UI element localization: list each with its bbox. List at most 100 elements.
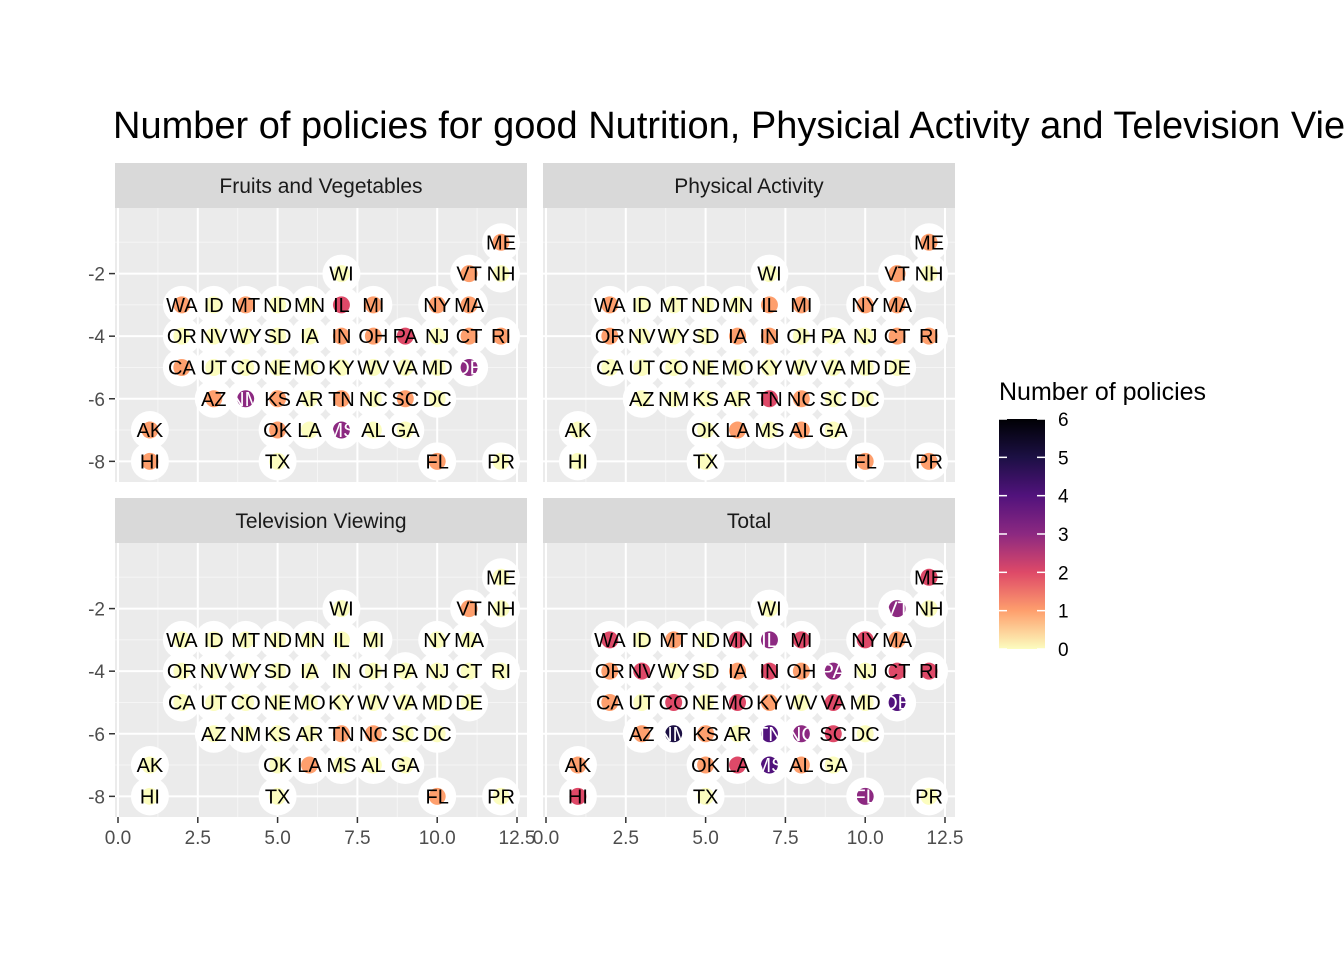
legend-tick-label: 5 <box>1058 448 1069 469</box>
state-label: OR <box>595 661 625 683</box>
state-point <box>665 327 683 345</box>
state-point <box>460 327 478 345</box>
x-tick-label: 7.5 <box>772 828 798 849</box>
state-label: KS <box>692 389 719 411</box>
state-point <box>492 233 510 251</box>
state-label: MN <box>294 295 325 317</box>
state-label: PA <box>821 326 847 348</box>
state-point <box>888 693 906 711</box>
state-point <box>332 631 350 649</box>
state-point <box>792 631 810 649</box>
state-label: SC <box>819 724 847 746</box>
state-point <box>269 452 287 470</box>
legend: Number of policies 0 1 2 3 4 5 6 <box>999 378 1206 661</box>
state-point <box>888 600 906 618</box>
state-label: TN <box>328 724 355 746</box>
state-label: LA <box>297 420 322 442</box>
state-point <box>364 693 382 711</box>
state-point <box>824 358 842 376</box>
state-points: ME WI VT NH WA ID MT ND MN IL MI NY MA OR NV WY SD IA IN OH… <box>130 223 521 481</box>
state-point <box>428 358 446 376</box>
state-label: CO <box>231 357 261 379</box>
state-point <box>856 662 874 680</box>
state-point <box>760 390 778 408</box>
state-point <box>697 452 715 470</box>
state-label: ND <box>263 630 292 652</box>
state-point <box>665 358 683 376</box>
state-point <box>269 787 287 805</box>
state-point <box>792 693 810 711</box>
state-point <box>888 358 906 376</box>
state-point <box>492 265 510 283</box>
state-point <box>729 631 747 649</box>
state-point <box>428 452 446 470</box>
state-point <box>888 296 906 314</box>
state-point <box>396 725 414 743</box>
state-label: OH <box>358 661 388 683</box>
state-label: AR <box>724 724 752 746</box>
state-point <box>492 662 510 680</box>
state-point <box>633 725 651 743</box>
state-point <box>729 693 747 711</box>
state-point <box>492 787 510 805</box>
state-point <box>269 421 287 439</box>
state-point <box>760 631 778 649</box>
state-point <box>364 725 382 743</box>
state-label: AR <box>724 389 752 411</box>
state-label: VA <box>821 692 847 714</box>
state-label: OK <box>691 420 721 442</box>
state-label: TX <box>265 451 291 473</box>
state-label: NC <box>359 724 388 746</box>
state-label: CT <box>884 326 911 348</box>
state-label: PA <box>393 326 419 348</box>
state-point <box>665 725 683 743</box>
state-point <box>665 296 683 314</box>
state-label: DE <box>455 692 483 714</box>
state-label: MI <box>790 295 812 317</box>
state-point <box>601 631 619 649</box>
state-point <box>460 662 478 680</box>
chart-title: Number of policies for good Nutrition, P… <box>113 105 1344 147</box>
state-point <box>824 390 842 408</box>
state-label: FL <box>426 786 449 808</box>
state-point <box>697 756 715 774</box>
state-point <box>205 327 223 345</box>
state-point <box>697 390 715 408</box>
state-label: AK <box>137 755 164 777</box>
state-label: IL <box>333 295 350 317</box>
state-point <box>332 693 350 711</box>
state-point <box>729 725 747 743</box>
state-point <box>237 631 255 649</box>
state-point <box>428 327 446 345</box>
state-point <box>141 421 159 439</box>
state-label: GA <box>391 420 421 442</box>
state-point <box>460 358 478 376</box>
state-point <box>920 787 938 805</box>
state-label: MO <box>293 357 325 379</box>
state-point <box>269 296 287 314</box>
state-label: PR <box>915 451 943 473</box>
state-point <box>205 725 223 743</box>
state-point <box>492 600 510 618</box>
state-point <box>396 358 414 376</box>
state-point <box>633 390 651 408</box>
state-point <box>729 756 747 774</box>
state-label: RI <box>919 661 939 683</box>
state-point <box>633 296 651 314</box>
state-point <box>237 725 255 743</box>
state-point <box>920 662 938 680</box>
state-point <box>269 725 287 743</box>
state-point <box>364 390 382 408</box>
state-label: MI <box>362 630 384 652</box>
state-point <box>760 327 778 345</box>
state-point <box>856 693 874 711</box>
state-point <box>601 662 619 680</box>
state-label: MN <box>722 630 753 652</box>
state-label: LA <box>725 420 750 442</box>
state-label: MA <box>454 630 485 652</box>
state-label: CA <box>596 357 624 379</box>
state-point <box>824 693 842 711</box>
state-label: MO <box>293 692 325 714</box>
state-label: DE <box>883 692 911 714</box>
